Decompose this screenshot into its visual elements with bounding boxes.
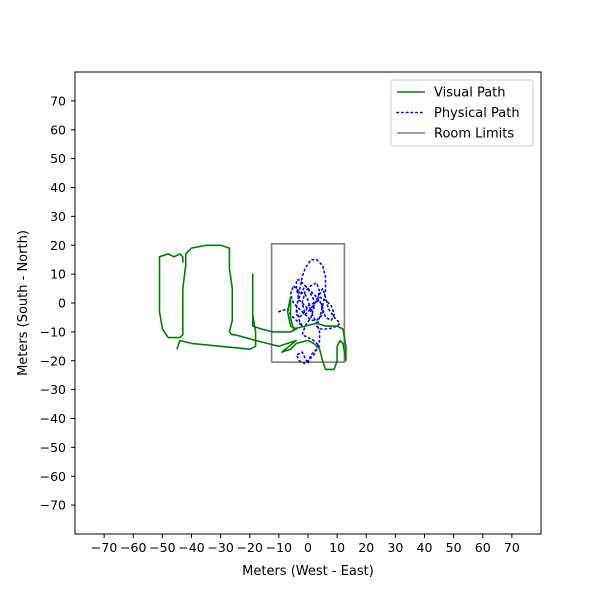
y-tick-label: 50 bbox=[50, 151, 66, 166]
y-tick-label: −50 bbox=[40, 440, 66, 455]
y-tick-label: 0 bbox=[58, 296, 66, 311]
x-tick-label: 40 bbox=[417, 540, 433, 555]
x-tick-label: −40 bbox=[178, 540, 204, 555]
x-tick-label: 30 bbox=[387, 540, 403, 555]
x-tick-label: 20 bbox=[358, 540, 374, 555]
y-tick-label: −20 bbox=[40, 353, 66, 368]
x-tick-label: −50 bbox=[149, 540, 175, 555]
y-tick-label: 70 bbox=[50, 93, 66, 108]
y-tick-label: −10 bbox=[40, 324, 66, 339]
x-tick-label: −30 bbox=[207, 540, 233, 555]
legend-physical-path-label: Physical Path bbox=[434, 106, 520, 121]
y-axis-label: Meters (South - North) bbox=[16, 230, 31, 376]
y-tick-label: −60 bbox=[40, 469, 66, 484]
x-tick-label: 60 bbox=[475, 540, 491, 555]
x-tick-label: 0 bbox=[304, 540, 312, 555]
y-tick-label: 40 bbox=[50, 180, 66, 195]
legend-visual-path-label: Visual Path bbox=[434, 86, 506, 101]
x-tick-label: −70 bbox=[91, 540, 117, 555]
y-tick-label: 10 bbox=[50, 267, 66, 282]
y-tick-label: 60 bbox=[50, 122, 66, 137]
y-tick-label: −30 bbox=[40, 382, 66, 397]
y-tick-label: 30 bbox=[50, 209, 66, 224]
x-tick-label: −10 bbox=[266, 540, 292, 555]
x-tick-label: 50 bbox=[446, 540, 462, 555]
x-tick-label: 70 bbox=[504, 540, 520, 555]
y-tick-label: −40 bbox=[40, 411, 66, 426]
x-tick-label: −60 bbox=[120, 540, 146, 555]
x-tick-label: −20 bbox=[237, 540, 263, 555]
x-tick-label: 10 bbox=[329, 540, 345, 555]
x-axis-label: Meters (West - East) bbox=[242, 564, 374, 579]
y-tick-label: 20 bbox=[50, 238, 66, 253]
y-tick-label: −70 bbox=[40, 498, 66, 513]
legend: Visual Path Physical Path Room Limits bbox=[391, 80, 533, 146]
legend-room-limits-label: Room Limits bbox=[434, 127, 514, 142]
